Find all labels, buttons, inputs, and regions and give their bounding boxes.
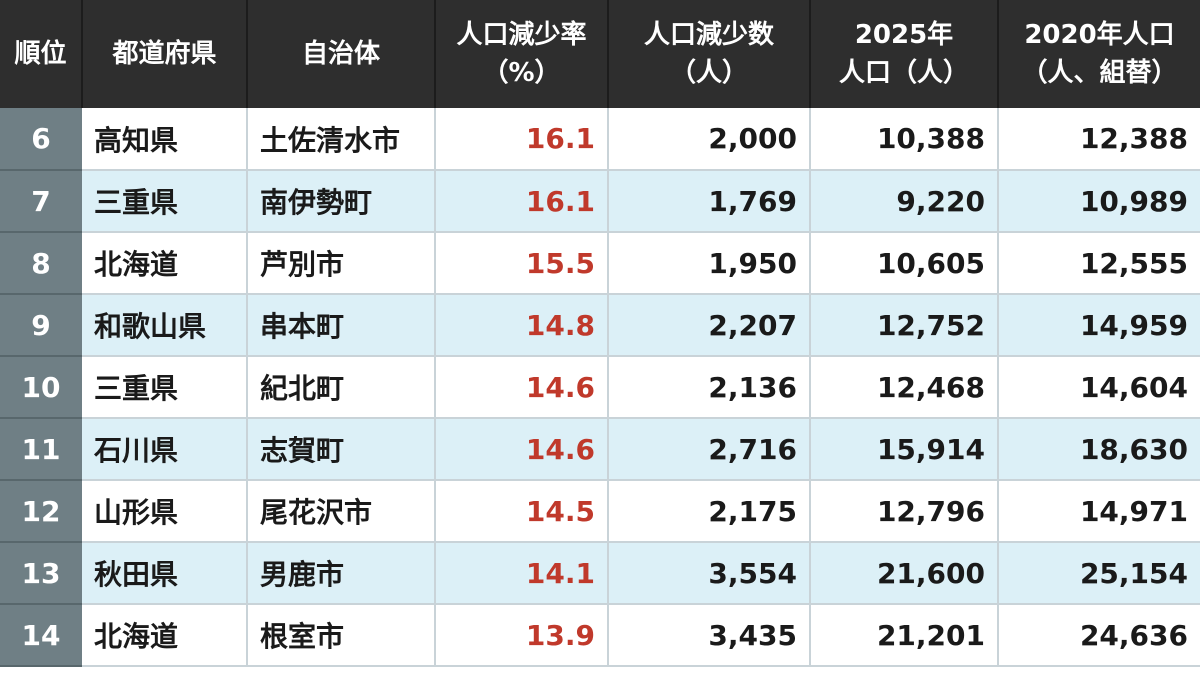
cell-pop-2025: 21,201 (810, 604, 999, 667)
column-header-municipality: 自治体 (247, 0, 436, 108)
column-header-prefecture: 都道府県 (82, 0, 248, 108)
table-row: 14 北海道 根室市 13.9 3,435 21,201 24,636 (0, 604, 1200, 667)
cell-decline-rate: 16.1 (435, 170, 609, 233)
column-header-line: 人口（人） (838, 58, 969, 88)
cell-pop-2025: 9,220 (810, 170, 999, 233)
cell-pop-2020: 14,959 (998, 294, 1200, 357)
cell-prefecture: 三重県 (82, 356, 248, 419)
cell-decline-count: 3,554 (608, 542, 811, 605)
column-header-decline-count: 人口減少数 （人） (608, 0, 811, 108)
column-header-pop-2020: 2020年人口 （人、組替） (998, 0, 1200, 108)
cell-rank: 8 (0, 232, 82, 295)
column-header-line: （%） (482, 58, 561, 88)
column-header-line: 人口減少率 (456, 20, 587, 50)
cell-municipality: 串本町 (247, 294, 436, 357)
cell-pop-2025: 10,388 (810, 108, 999, 171)
cell-decline-rate: 14.1 (435, 542, 609, 605)
table-row: 7 三重県 南伊勢町 16.1 1,769 9,220 10,989 (0, 170, 1200, 233)
cell-rank: 10 (0, 356, 82, 419)
cell-pop-2025: 21,600 (810, 542, 999, 605)
column-header-line: （人、組替） (1021, 58, 1178, 88)
cell-prefecture: 高知県 (82, 108, 248, 171)
cell-pop-2025: 10,605 (810, 232, 999, 295)
table-row: 8 北海道 芦別市 15.5 1,950 10,605 12,555 (0, 232, 1200, 295)
cell-pop-2020: 12,555 (998, 232, 1200, 295)
column-header-rank: 順位 (0, 0, 83, 108)
cell-rank: 11 (0, 418, 82, 481)
cell-municipality: 根室市 (247, 604, 436, 667)
cell-prefecture: 和歌山県 (82, 294, 248, 357)
cell-prefecture: 北海道 (82, 232, 248, 295)
cell-municipality: 男鹿市 (247, 542, 436, 605)
cell-decline-count: 2,136 (608, 356, 811, 419)
column-header-line: 自治体 (301, 39, 380, 69)
cell-pop-2025: 12,752 (810, 294, 999, 357)
table-row: 10 三重県 紀北町 14.6 2,136 12,468 14,604 (0, 356, 1200, 419)
cell-decline-rate: 14.8 (435, 294, 609, 357)
column-header-line: （人） (669, 58, 748, 88)
cell-municipality: 尾花沢市 (247, 480, 436, 543)
cell-decline-count: 2,000 (608, 108, 811, 171)
cell-pop-2020: 14,604 (998, 356, 1200, 419)
cell-municipality: 土佐清水市 (247, 108, 436, 171)
cell-pop-2020: 18,630 (998, 418, 1200, 481)
cell-municipality: 南伊勢町 (247, 170, 436, 233)
table-row: 13 秋田県 男鹿市 14.1 3,554 21,600 25,154 (0, 542, 1200, 605)
header-row: 順位 都道府県 自治体 人口減少率 （%） 人口減少数 （人） 2025年 人口（人） 2020年… (0, 0, 1200, 108)
cell-decline-rate: 14.6 (435, 356, 609, 419)
column-header-line: 2025年 (854, 20, 954, 50)
cell-decline-rate: 14.5 (435, 480, 609, 543)
cell-pop-2025: 15,914 (810, 418, 999, 481)
cell-rank: 6 (0, 108, 82, 171)
cell-decline-rate: 16.1 (435, 108, 609, 171)
cell-rank: 14 (0, 604, 82, 667)
cell-decline-rate: 14.6 (435, 418, 609, 481)
cell-prefecture: 秋田県 (82, 542, 248, 605)
column-header-decline-rate: 人口減少率 （%） (435, 0, 609, 108)
table-row: 9 和歌山県 串本町 14.8 2,207 12,752 14,959 (0, 294, 1200, 357)
cell-rank: 7 (0, 170, 82, 233)
cell-pop-2025: 12,796 (810, 480, 999, 543)
table-body: 6 高知県 土佐清水市 16.1 2,000 10,388 12,388 7 三重県 南伊勢町 16… (0, 108, 1200, 667)
cell-pop-2020: 25,154 (998, 542, 1200, 605)
cell-decline-count: 3,435 (608, 604, 811, 667)
column-header-line: 都道府県 (112, 39, 217, 69)
cell-decline-count: 2,175 (608, 480, 811, 543)
table-row: 12 山形県 尾花沢市 14.5 2,175 12,796 14,971 (0, 480, 1200, 543)
cell-pop-2025: 12,468 (810, 356, 999, 419)
cell-decline-rate: 15.5 (435, 232, 609, 295)
table-row: 11 石川県 志賀町 14.6 2,716 15,914 18,630 (0, 418, 1200, 481)
cell-pop-2020: 10,989 (998, 170, 1200, 233)
cell-pop-2020: 24,636 (998, 604, 1200, 667)
cell-rank: 9 (0, 294, 82, 357)
cell-decline-count: 1,769 (608, 170, 811, 233)
cell-decline-count: 1,950 (608, 232, 811, 295)
cell-pop-2020: 12,388 (998, 108, 1200, 171)
cell-rank: 13 (0, 542, 82, 605)
column-header-line: 2020年人口 (1024, 20, 1175, 50)
cell-decline-count: 2,716 (608, 418, 811, 481)
cell-decline-rate: 13.9 (435, 604, 609, 667)
cell-prefecture: 山形県 (82, 480, 248, 543)
cell-decline-count: 2,207 (608, 294, 811, 357)
cell-municipality: 紀北町 (247, 356, 436, 419)
cell-prefecture: 石川県 (82, 418, 248, 481)
cell-municipality: 志賀町 (247, 418, 436, 481)
cell-prefecture: 北海道 (82, 604, 248, 667)
column-header-line: 順位 (14, 39, 67, 69)
table-header: 順位 都道府県 自治体 人口減少率 （%） 人口減少数 （人） 2025年 人口（人） 2020年… (0, 0, 1200, 108)
table-row: 6 高知県 土佐清水市 16.1 2,000 10,388 12,388 (0, 108, 1200, 171)
cell-pop-2020: 14,971 (998, 480, 1200, 543)
column-header-line: 人口減少数 (643, 20, 774, 50)
column-header-pop-2025: 2025年人口（人） (810, 0, 999, 108)
cell-prefecture: 三重県 (82, 170, 248, 233)
cell-municipality: 芦別市 (247, 232, 436, 295)
cell-rank: 12 (0, 480, 82, 543)
